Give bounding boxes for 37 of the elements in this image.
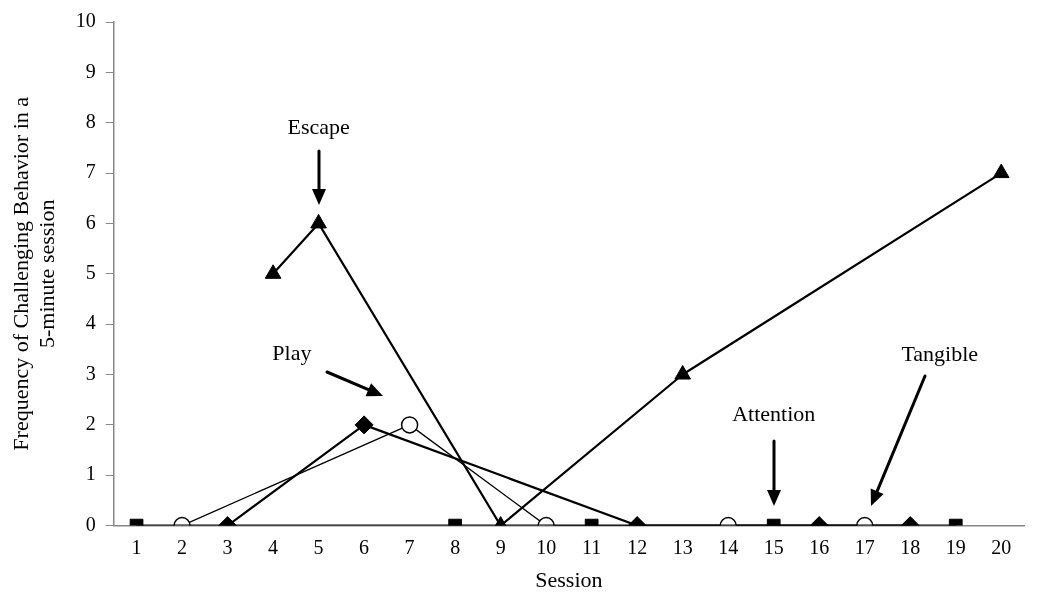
y-tick-label: 7: [85, 160, 96, 183]
annotation: Attention: [732, 401, 816, 427]
y-tick-label: 6: [85, 210, 96, 233]
x-axis-title: Session: [535, 566, 603, 592]
y-tick-label: 2: [85, 412, 96, 435]
y-tick-label: 4: [85, 311, 96, 334]
x-tick-label: 13: [672, 535, 693, 558]
y-tick-label: 0: [85, 512, 96, 535]
x-tick-label: 10: [536, 535, 557, 558]
x-tick-label: 8: [450, 535, 461, 558]
x-tick-label: 5: [313, 535, 324, 558]
x-tick-label: 14: [718, 535, 739, 558]
annotation: Tangible: [901, 341, 979, 367]
x-tick-label: 9: [495, 535, 506, 558]
x-tick-label: 18: [900, 535, 921, 558]
x-tick-label: 4: [268, 535, 279, 558]
x-tick-label: 20: [991, 535, 1012, 558]
x-tick-label: 3: [222, 535, 233, 558]
y-tick-label: 1: [85, 462, 96, 485]
y-tick-label: 3: [85, 361, 96, 384]
x-tick-label: 19: [945, 535, 966, 558]
x-tick-label: 1: [131, 535, 142, 558]
x-tick-label: 2: [177, 535, 188, 558]
x-tick-label: 15: [763, 535, 784, 558]
y-tick-label: 10: [75, 9, 96, 32]
y-tick-label: 9: [85, 59, 96, 82]
y-tick-label: 5: [85, 261, 96, 284]
x-tick-label: 17: [854, 535, 875, 558]
x-tick-label: 6: [359, 535, 370, 558]
y-axis-title: Frequency of Challenging Behavior in a 5-minute session: [7, 96, 60, 451]
x-tick-label: 12: [627, 535, 648, 558]
x-tick-label: 7: [404, 535, 415, 558]
x-tick-label: 16: [809, 535, 830, 558]
x-tick-label: 11: [582, 535, 602, 558]
annotation: Escape: [287, 114, 350, 140]
annotation: Play: [272, 340, 312, 366]
y-tick-label: 8: [85, 109, 96, 132]
